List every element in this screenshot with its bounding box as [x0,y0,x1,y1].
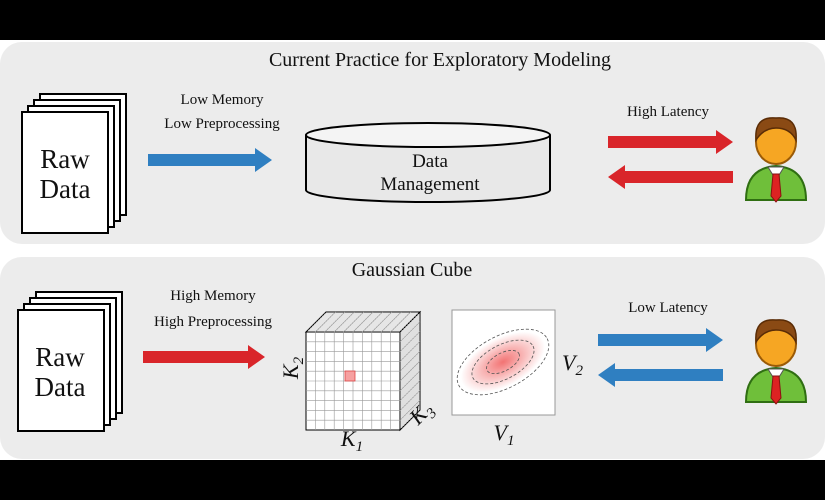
axis-label: V [562,350,578,375]
cube-part [399,370,421,392]
arrow [598,328,723,352]
axis-label: K1 [340,426,363,455]
axis-sub: 1 [356,439,364,455]
bottom-bar [0,460,825,500]
cube-part [380,311,402,333]
axis-sub: 2 [575,363,583,379]
axis-label: K [278,363,303,380]
cube-part [390,311,411,333]
arrow-label: High Memory [170,288,256,304]
arrow [608,130,733,154]
axis-label: V [494,420,510,445]
latency-label: High Latency [627,104,710,120]
axis-sub: 2 [291,356,307,364]
top-bar [0,0,825,40]
arrow [598,363,723,387]
cube [304,310,422,432]
database-label: Management [380,174,480,195]
cube-part [399,399,421,421]
density-plot [451,309,556,416]
axis-sub: 1 [507,433,515,449]
arrow-label: Low Preprocessing [164,116,280,132]
arrow [143,345,265,369]
arrow [148,148,272,172]
cube-part [399,380,421,401]
axis-label: K [340,426,357,451]
axis-label: K2 [278,356,307,380]
cube-part [362,311,383,333]
raw-data-label: Data [35,372,86,402]
axis-label: V2 [562,350,583,379]
axis-label: V1 [494,420,515,449]
arrow-label: High Preprocessing [154,314,272,330]
raw-data-label: Raw [40,144,90,174]
latency-label: Low Latency [628,300,708,316]
raw-data-label: Raw [35,342,85,372]
arrow [608,165,733,189]
cube-part [399,390,421,411]
database [305,122,551,203]
cube-part [371,311,393,333]
arrow-label: Low Memory [181,92,264,108]
database-label: Data [412,151,448,172]
raw-data-label: Data [40,174,91,204]
cube-part [344,370,356,382]
panel-title: Current Practice for Exploratory Modelin… [269,49,611,71]
panel-title: Gaussian Cube [352,259,473,281]
